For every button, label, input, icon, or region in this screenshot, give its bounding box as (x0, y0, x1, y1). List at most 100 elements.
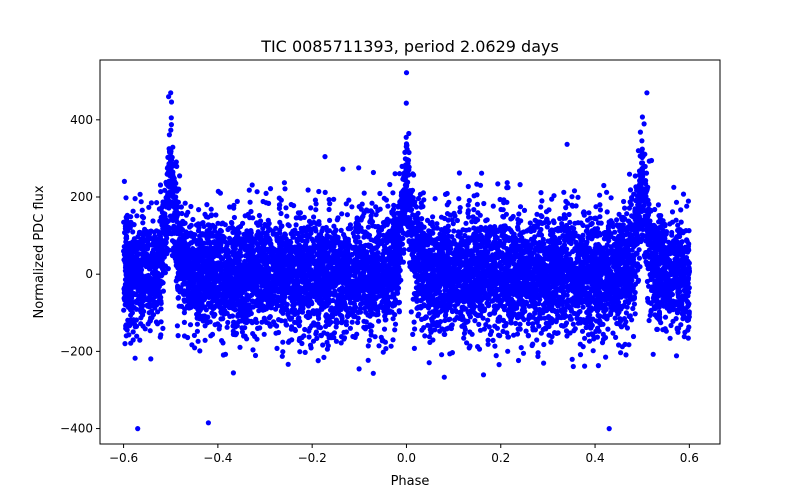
data-point (335, 234, 341, 240)
data-point (259, 319, 265, 325)
data-point (369, 200, 375, 206)
data-point (321, 354, 327, 360)
data-point (498, 206, 504, 213)
data-point (250, 347, 256, 353)
data-point (338, 227, 344, 233)
data-point (626, 171, 633, 177)
data-point (618, 350, 624, 356)
data-point (315, 358, 321, 364)
data-point (451, 228, 457, 234)
data-point (158, 332, 164, 338)
data-point (589, 220, 595, 226)
data-point (453, 307, 459, 314)
data-point (148, 356, 154, 362)
data-point (293, 222, 299, 228)
data-point (616, 342, 622, 348)
data-point (359, 215, 365, 221)
data-point (185, 334, 191, 341)
data-point (372, 334, 378, 340)
data-point (322, 189, 328, 195)
data-point (231, 214, 237, 221)
data-point (343, 201, 349, 207)
data-point (323, 313, 329, 319)
data-point (475, 344, 481, 350)
data-point (390, 337, 396, 343)
data-point (166, 94, 172, 100)
data-point (630, 333, 637, 340)
data-point (383, 317, 389, 323)
data-point (486, 324, 492, 330)
data-point (349, 319, 355, 325)
data-point (308, 205, 314, 211)
data-point (154, 200, 160, 206)
data-point (385, 203, 391, 209)
data-point (261, 331, 267, 337)
data-point (168, 99, 175, 105)
data-point (427, 339, 433, 345)
data-point (525, 332, 531, 339)
data-point (355, 309, 361, 315)
data-point (196, 207, 202, 213)
data-point (354, 331, 360, 337)
data-point (326, 197, 332, 203)
data-point (669, 229, 675, 236)
data-point (376, 343, 382, 349)
data-point (461, 335, 467, 341)
data-point (678, 207, 684, 213)
data-point (276, 195, 282, 201)
data-point (517, 321, 523, 327)
data-point (466, 197, 472, 204)
data-point (182, 200, 188, 206)
data-point (207, 319, 213, 325)
data-point (419, 216, 425, 222)
data-point (392, 327, 398, 333)
data-point (130, 229, 136, 235)
data-point (349, 204, 355, 210)
data-point (297, 349, 303, 355)
data-point (331, 196, 337, 202)
data-point (263, 190, 269, 196)
data-point (475, 210, 481, 216)
data-point (281, 180, 287, 186)
data-point (212, 322, 218, 328)
data-point (190, 216, 196, 223)
data-point (532, 327, 539, 333)
data-point (188, 222, 194, 228)
data-point (586, 338, 593, 344)
data-point (170, 194, 177, 200)
data-point (246, 187, 252, 193)
data-point (686, 228, 692, 234)
data-point (595, 363, 602, 369)
data-point (395, 203, 401, 209)
data-point (520, 350, 527, 356)
data-point (572, 220, 578, 226)
data-point (368, 328, 374, 334)
data-point (463, 220, 469, 226)
data-point (316, 219, 322, 225)
data-point (579, 328, 586, 334)
data-point (416, 311, 422, 317)
data-point (477, 327, 484, 333)
data-point (655, 202, 662, 208)
data-point (146, 204, 152, 210)
data-point (685, 335, 691, 341)
data-point (603, 354, 609, 360)
data-point (441, 374, 447, 380)
data-point (237, 344, 243, 350)
data-point (622, 205, 628, 211)
data-point (680, 191, 687, 197)
data-point (123, 195, 129, 201)
data-point (639, 138, 645, 144)
data-point (662, 314, 669, 320)
data-point (684, 203, 690, 209)
data-point (680, 316, 686, 322)
data-point (138, 199, 144, 205)
data-point (597, 192, 603, 198)
data-point (267, 314, 273, 320)
data-point (347, 325, 353, 331)
data-point (202, 337, 208, 343)
data-point (365, 357, 371, 363)
data-point (464, 340, 470, 346)
data-point (477, 182, 484, 188)
